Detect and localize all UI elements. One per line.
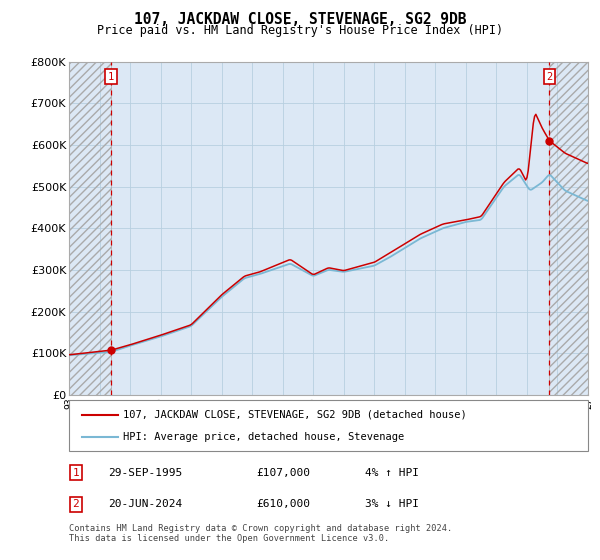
Bar: [550, 62, 588, 395]
Text: £610,000: £610,000: [256, 499, 310, 509]
Text: 29-SEP-1995: 29-SEP-1995: [108, 468, 182, 478]
Bar: [550, 62, 588, 395]
Text: 1: 1: [108, 72, 114, 82]
Text: 2: 2: [73, 499, 79, 509]
Bar: [69, 62, 111, 395]
Bar: [69, 62, 111, 395]
Text: 4% ↑ HPI: 4% ↑ HPI: [365, 468, 419, 478]
Text: 1: 1: [73, 468, 79, 478]
Text: Contains HM Land Registry data © Crown copyright and database right 2024.
This d: Contains HM Land Registry data © Crown c…: [69, 524, 452, 543]
Text: £107,000: £107,000: [256, 468, 310, 478]
Text: 20-JUN-2024: 20-JUN-2024: [108, 499, 182, 509]
Text: Price paid vs. HM Land Registry's House Price Index (HPI): Price paid vs. HM Land Registry's House …: [97, 24, 503, 36]
Text: 2: 2: [546, 72, 553, 82]
Text: HPI: Average price, detached house, Stevenage: HPI: Average price, detached house, Stev…: [124, 432, 405, 442]
Text: 107, JACKDAW CLOSE, STEVENAGE, SG2 9DB: 107, JACKDAW CLOSE, STEVENAGE, SG2 9DB: [134, 12, 466, 27]
Text: 107, JACKDAW CLOSE, STEVENAGE, SG2 9DB (detached house): 107, JACKDAW CLOSE, STEVENAGE, SG2 9DB (…: [124, 409, 467, 419]
Text: 3% ↓ HPI: 3% ↓ HPI: [365, 499, 419, 509]
